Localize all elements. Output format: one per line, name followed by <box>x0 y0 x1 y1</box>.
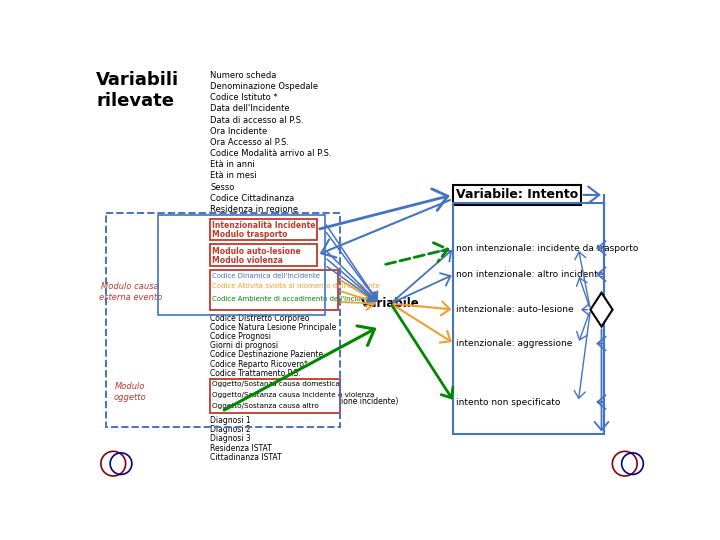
Text: Codice Distretto Corporeo: Codice Distretto Corporeo <box>210 314 310 322</box>
Text: Data di accesso al P.S.: Data di accesso al P.S. <box>210 116 304 125</box>
Text: Descrizione dell'accaduto (descrizione incidente): Descrizione dell'accaduto (descrizione i… <box>210 397 398 406</box>
Text: Variabile: Intento: Variabile: Intento <box>456 188 577 201</box>
Text: Residenza ISTAT: Residenza ISTAT <box>210 444 272 453</box>
Text: intento non specificato: intento non specificato <box>456 397 560 407</box>
Text: Numero scheda: Numero scheda <box>210 71 276 80</box>
Text: Codice Attività svolta al momento dell'Incidente: Codice Attività svolta al momento dell'I… <box>212 284 380 289</box>
Text: Modulo
oggetto: Modulo oggetto <box>114 382 147 402</box>
Text: Variabili
rilevate: Variabili rilevate <box>96 71 179 110</box>
Text: Diagnosi 3: Diagnosi 3 <box>210 434 251 443</box>
Text: Codice Cittadinanza: Codice Cittadinanza <box>210 194 294 203</box>
Text: Modulo trasporto: Modulo trasporto <box>212 231 288 239</box>
Text: Codice Destinazione Paziente: Codice Destinazione Paziente <box>210 350 323 360</box>
Text: Ora Incidente: Ora Incidente <box>210 127 267 136</box>
Text: Residenza in regione: Residenza in regione <box>210 205 298 214</box>
Text: Codice Prognosi: Codice Prognosi <box>210 332 271 341</box>
Text: Codice Reparto Ricovero*: Codice Reparto Ricovero* <box>210 360 308 369</box>
Text: Oggetto/Sostanza causa domestica: Oggetto/Sostanza causa domestica <box>212 381 340 387</box>
Text: Diagnosi 1: Diagnosi 1 <box>210 416 251 425</box>
Text: Età in mesi: Età in mesi <box>210 171 257 180</box>
Text: Codice Ambiente di accadimento dell'Incidente: Codice Ambiente di accadimento dell'Inci… <box>212 296 377 302</box>
Text: Giorni di prognosi: Giorni di prognosi <box>210 341 278 350</box>
Text: Ora Accesso al P.S.: Ora Accesso al P.S. <box>210 138 289 147</box>
Text: Denominazione Ospedale: Denominazione Ospedale <box>210 82 318 91</box>
Text: intenzionale: auto-lesione: intenzionale: auto-lesione <box>456 305 573 314</box>
Text: Intenzionalità Incidente: Intenzionalità Incidente <box>212 221 316 230</box>
Text: Referto (descrizione trauma): Referto (descrizione trauma) <box>210 406 320 415</box>
Bar <box>453 185 580 205</box>
Text: Oggetto/Sostanza causa incidente o violenza: Oggetto/Sostanza causa incidente o viole… <box>212 392 375 398</box>
Text: Diagnosi 2: Diagnosi 2 <box>210 425 251 434</box>
Text: intenzionale: aggressione: intenzionale: aggressione <box>456 339 572 348</box>
Bar <box>158 215 325 315</box>
Text: Modulo causa
esterna evento: Modulo causa esterna evento <box>99 282 162 302</box>
Text: non intenzionale: altro incidente: non intenzionale: altro incidente <box>456 270 603 279</box>
Text: Modulo violenza: Modulo violenza <box>212 256 284 265</box>
Bar <box>210 271 338 310</box>
Bar <box>210 219 317 240</box>
Bar <box>106 213 340 427</box>
Text: Codice Modalità arrivo al P.S.: Codice Modalità arrivo al P.S. <box>210 149 332 158</box>
Text: Età in anni: Età in anni <box>210 160 255 169</box>
Bar <box>453 204 604 434</box>
Bar <box>210 379 341 413</box>
Text: Sesso: Sesso <box>210 183 235 192</box>
Text: Triage: Triage <box>210 387 233 396</box>
Text: Variabile: Variabile <box>361 297 420 310</box>
Text: Codice SDO *: Codice SDO * <box>210 378 261 387</box>
Text: Codice Istituto *: Codice Istituto * <box>210 93 278 102</box>
Bar <box>210 244 317 266</box>
Text: Data dell'Incidente: Data dell'Incidente <box>210 104 289 113</box>
Text: Codice Natura Lesione Principale: Codice Natura Lesione Principale <box>210 323 336 332</box>
Text: Cittadinanza ISTAT: Cittadinanza ISTAT <box>210 453 282 462</box>
Text: Oggetto/Sostanza causa altro: Oggetto/Sostanza causa altro <box>212 403 319 409</box>
Text: Or: Or <box>595 305 608 315</box>
Text: Codice Trattamento P.S.: Codice Trattamento P.S. <box>210 369 301 378</box>
Text: Codice Dinamica dell'Incidente: Codice Dinamica dell'Incidente <box>212 273 320 279</box>
Text: non intenzionale: incidente da trasporto: non intenzionale: incidente da trasporto <box>456 244 638 253</box>
Polygon shape <box>590 293 613 327</box>
Text: Modulo auto-lesione: Modulo auto-lesione <box>212 247 301 255</box>
